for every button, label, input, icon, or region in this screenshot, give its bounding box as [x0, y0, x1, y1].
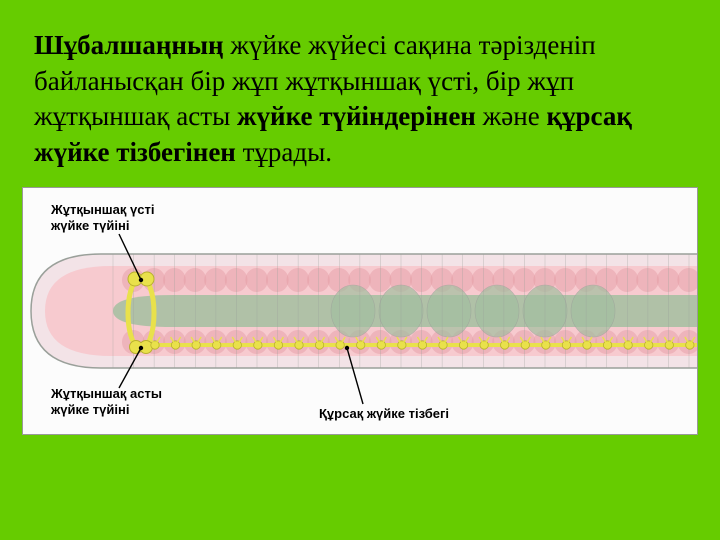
- label-subpharyngeal-ganglion: Жұтқыншақ асты жүйке түйіні: [51, 386, 162, 419]
- text-bold-1: Шұбалшаңның: [34, 30, 224, 60]
- label-suprapharyngeal-ganglion: Жұтқыншақ үсті жүйке түйіні: [51, 202, 154, 235]
- worm-nervous-system-figure: Жұтқыншақ үсті жүйке түйіні Жұтқыншақ ас…: [22, 187, 698, 435]
- description-paragraph: Шұбалшаңның жүйке жүйесі сақина тәрізден…: [0, 0, 720, 187]
- text-bold-3: жүйке түйіндерінен: [237, 101, 476, 131]
- text-run-4: және: [476, 101, 547, 131]
- text-run-6: тұрады.: [236, 137, 332, 167]
- label-ventral-nerve-chain: Құрсақ жүйке тізбегі: [319, 406, 449, 422]
